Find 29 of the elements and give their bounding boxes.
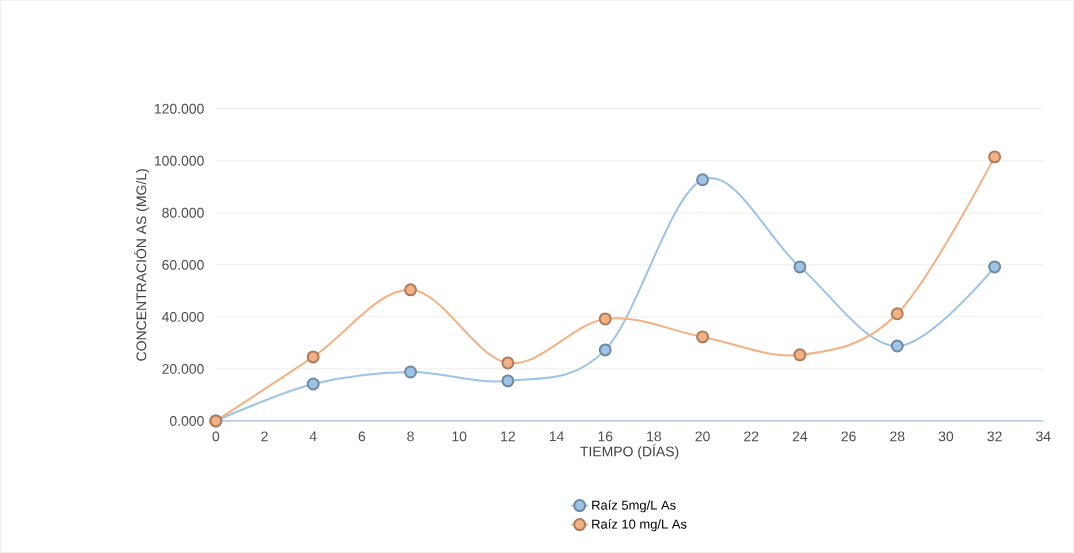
x-tick-label: 26 bbox=[841, 431, 856, 442]
y-tick-label: 80.000 bbox=[162, 208, 204, 218]
x-tick-label: 22 bbox=[744, 431, 759, 442]
x-tick-label: 24 bbox=[792, 431, 808, 442]
x-tick-label: 20 bbox=[695, 431, 710, 442]
legend-label: Raíz 5mg/L As bbox=[592, 500, 676, 513]
x-tick-label: 2 bbox=[261, 431, 268, 442]
y-tick-label: 0.000 bbox=[169, 416, 204, 427]
x-tick-label: 6 bbox=[358, 431, 366, 442]
x-tick-label: 14 bbox=[549, 431, 564, 442]
y-tick-label: 100.000 bbox=[154, 155, 204, 166]
x-tick-label: 30 bbox=[938, 431, 954, 442]
x-tick-label: 28 bbox=[890, 431, 905, 442]
x-tick-label: 32 bbox=[987, 431, 1002, 442]
x-tick-label: 10 bbox=[452, 431, 467, 442]
x-tick-label: 18 bbox=[647, 431, 662, 442]
x-tick-label: 8 bbox=[407, 431, 414, 442]
y-tick-label: 60.000 bbox=[162, 260, 204, 270]
y-axis-title: CONCENTRACIÓN AS (MG/L) bbox=[134, 169, 150, 361]
x-tick-label: 12 bbox=[501, 431, 515, 442]
x-tick-label: 4 bbox=[309, 431, 317, 442]
y-tick-label: 120.000 bbox=[154, 103, 204, 114]
x-tick-label: 34 bbox=[1036, 431, 1051, 442]
x-tick-label: 0 bbox=[212, 431, 220, 442]
x-axis-title: TIEMPO (DÍAS) bbox=[580, 444, 679, 460]
legend-label: Raíz 10 mg/L As bbox=[592, 519, 687, 532]
y-tick-label: 20.000 bbox=[162, 364, 204, 374]
x-tick-label: 16 bbox=[598, 431, 613, 442]
y-tick-label: 40.000 bbox=[161, 312, 204, 322]
